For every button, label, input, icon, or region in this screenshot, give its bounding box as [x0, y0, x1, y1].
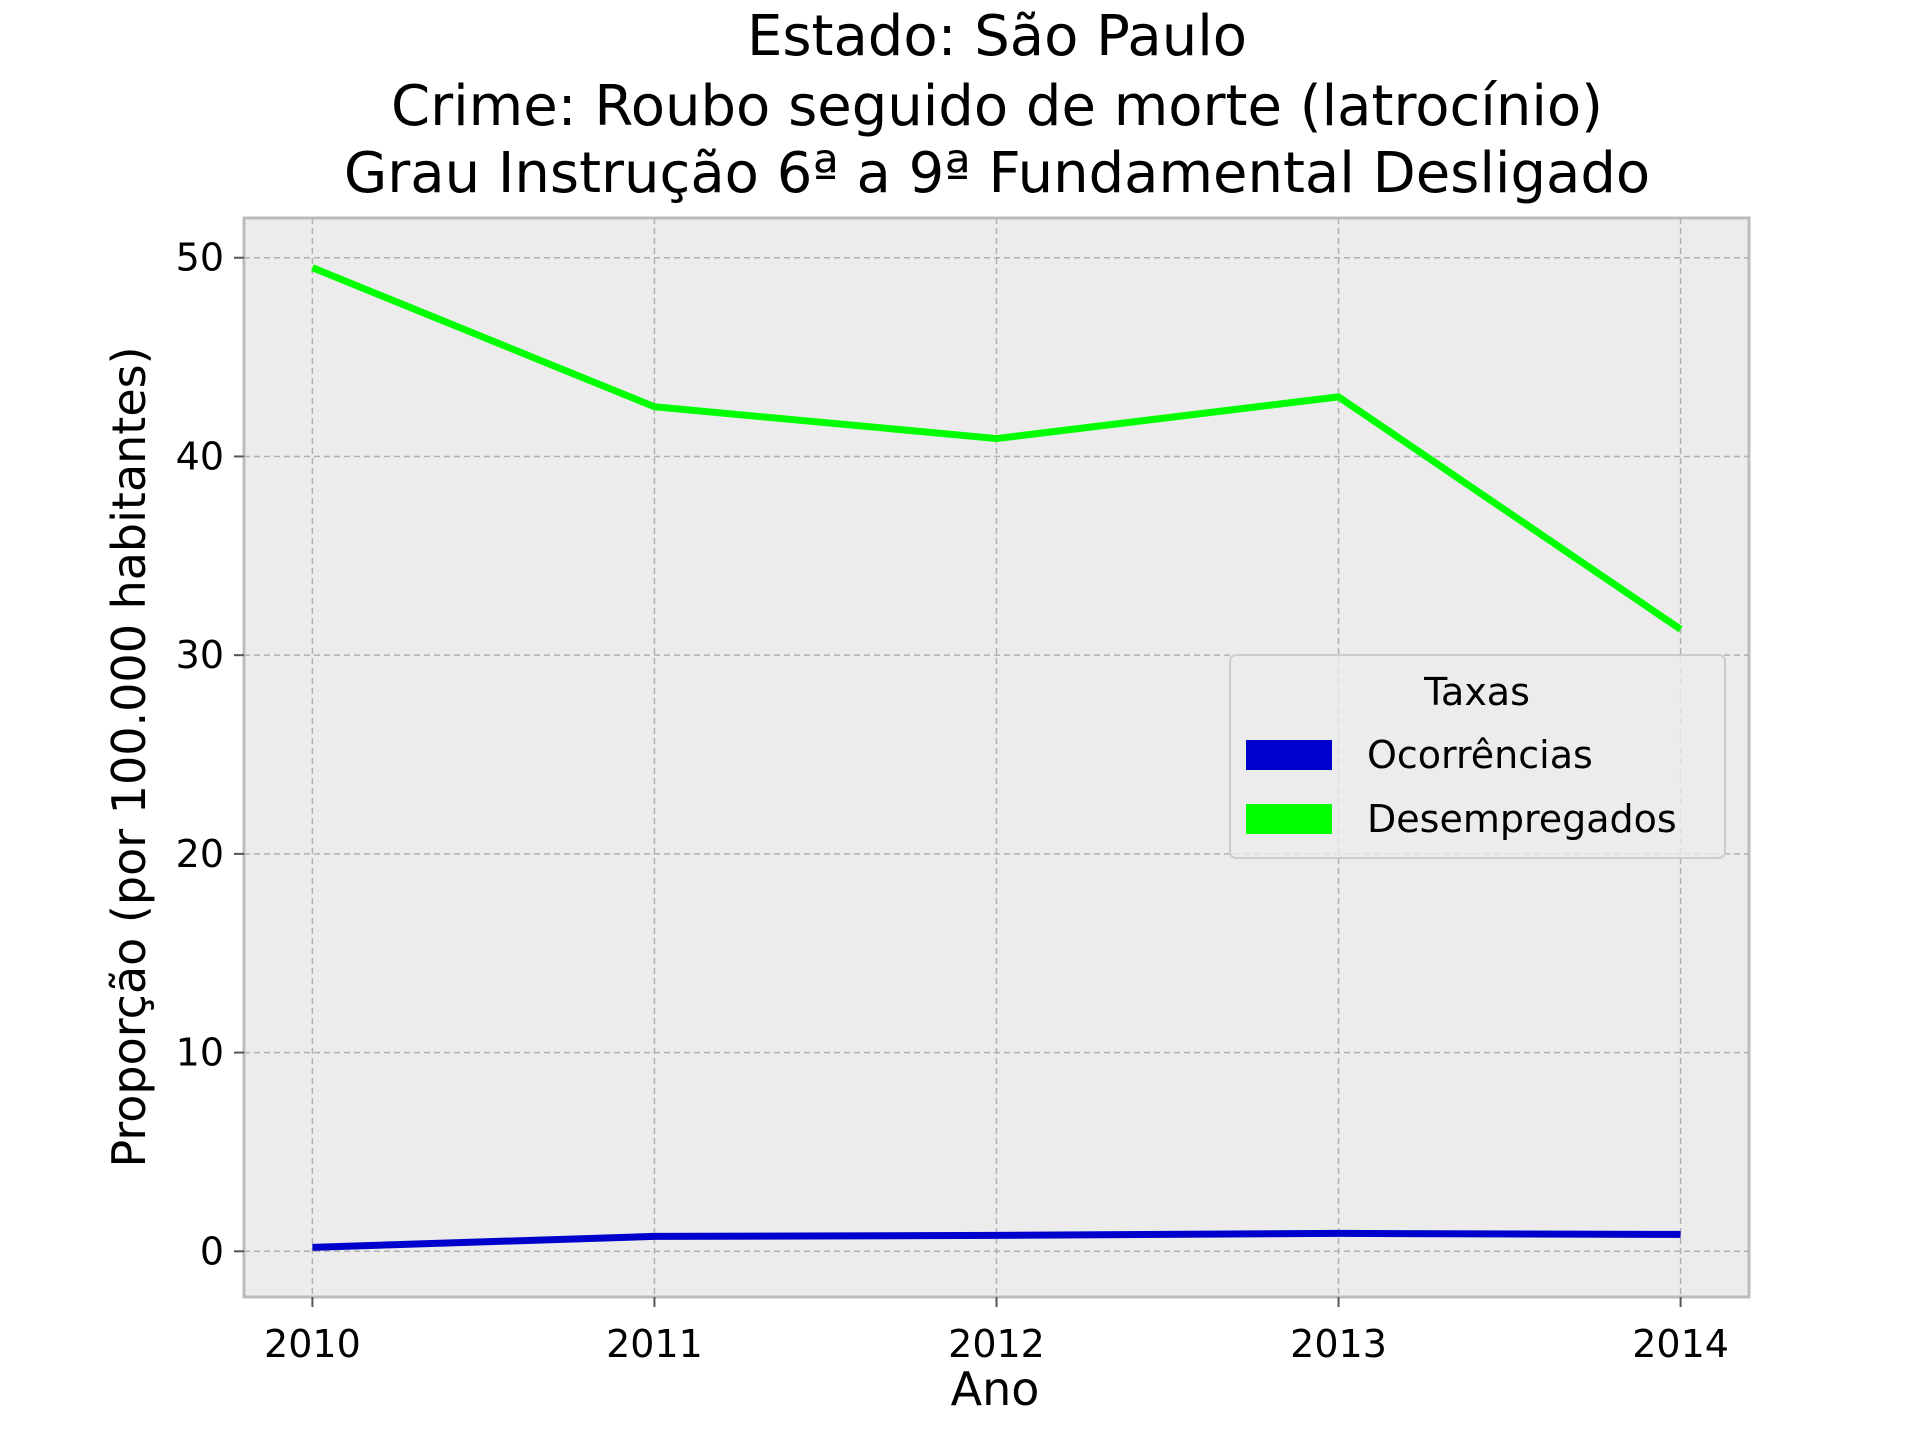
y-tick-label-0: 0 [200, 1229, 224, 1273]
x-tick-label-2011: 2011 [606, 1322, 703, 1366]
series-line-ocorrencias [312, 1229, 1681, 1251]
y-tick-label-20: 20 [176, 832, 224, 876]
chart-title-line-1: Estado: São Paulo [747, 4, 1247, 69]
chart-title-line-3: Grau Instrução 6ª a 9ª Fundamental Desli… [344, 141, 1650, 206]
y-tick-label-40: 40 [176, 434, 224, 478]
tick-layer: 2010 2011 2012 2013 2014 0 10 20 30 40 50 [176, 236, 1729, 1366]
legend: Taxas Ocorrências Desempregados [1229, 654, 1726, 859]
y-tick-label-50: 50 [176, 236, 224, 280]
legend-swatch-ocorrencias [1246, 740, 1332, 770]
chart-title-line-2: Crime: Roubo seguido de morte (latrocíni… [391, 74, 1603, 139]
y-axis-label: Proporção (por 100.000 habitantes) [102, 346, 156, 1167]
legend-swatch-desempregados [1246, 804, 1332, 834]
x-tick-label-2012: 2012 [948, 1322, 1045, 1366]
y-tick-label-30: 30 [176, 633, 224, 677]
legend-title: Taxas [1423, 670, 1530, 714]
legend-label-desempregados: Desempregados [1367, 797, 1677, 841]
grid-layer [244, 218, 1749, 1297]
series-line-desempregados [311, 264, 1683, 633]
legend-frame [1229, 654, 1726, 859]
x-tick-label-2013: 2013 [1290, 1322, 1387, 1366]
series-layer [311, 264, 1683, 1251]
x-axis-label: Ano [951, 1362, 1040, 1416]
y-tick-label-10: 10 [176, 1031, 224, 1075]
x-tick-label-2014: 2014 [1632, 1322, 1729, 1366]
x-tick-label-2010: 2010 [264, 1322, 361, 1366]
legend-label-ocorrencias: Ocorrências [1367, 733, 1593, 777]
